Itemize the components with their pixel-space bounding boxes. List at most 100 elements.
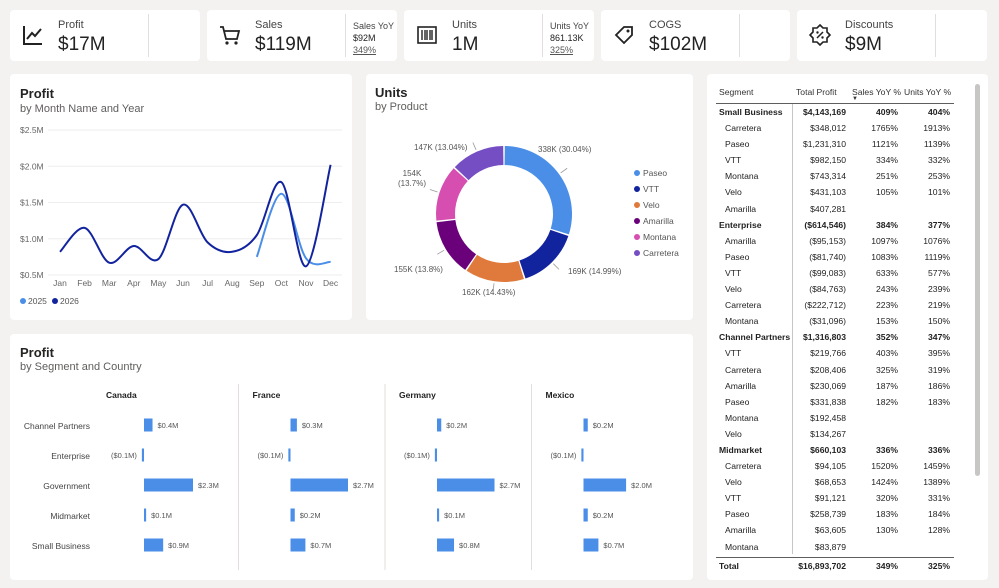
bar-France-Channel Partners[interactable] <box>290 418 297 432</box>
bar-Canada-Government[interactable] <box>144 478 193 492</box>
matrix-row[interactable]: Amarilla $230,069 187% 186% <box>716 378 954 394</box>
matrix-group-row[interactable]: Midmarket $660,103 336% 336% <box>716 442 954 458</box>
bar-Germany-Government[interactable] <box>437 478 495 492</box>
leader-line <box>492 283 495 292</box>
profit-bars-chart-card[interactable]: Profit by Segment and Country Channel Pa… <box>10 334 693 580</box>
matrix-row[interactable]: Paseo $1,231,310 1121% 1139% <box>716 136 954 152</box>
data-label: $0.7M <box>603 541 624 550</box>
bar-Canada-Midmarket[interactable] <box>144 508 147 522</box>
matrix-row[interactable]: Montana $83,879 <box>716 539 954 555</box>
matrix-row[interactable]: Amarilla $407,281 <box>716 201 954 217</box>
bar-Canada-Small Business[interactable] <box>144 538 164 552</box>
header-total-profit[interactable]: Total Profit <box>796 87 837 97</box>
data-label: $0.4M <box>158 421 179 430</box>
data-label: 169K (14.99%) <box>568 267 622 276</box>
matrix-row[interactable]: Velo $68,653 1424% 1389% <box>716 474 954 490</box>
bar-Germany-Small Business[interactable] <box>437 538 455 552</box>
row-segment: Velo <box>725 284 742 295</box>
matrix-row[interactable]: Velo $134,267 <box>716 426 954 442</box>
matrix-group-row[interactable]: Small Business $4,143,169 409% 404% <box>716 104 954 120</box>
matrix-body: Small Business $4,143,169 409% 404% Carreter… <box>716 104 954 555</box>
donut-slice-Montana[interactable] <box>436 168 468 221</box>
bar-Germany-Enterprise[interactable] <box>434 448 437 462</box>
matrix-scrollbar[interactable] <box>975 84 980 476</box>
matrix-row[interactable]: VTT $982,150 334% 332% <box>716 152 954 168</box>
kpi-card-units[interactable]: Units 1M Units YoY 861.13K 325% <box>404 10 594 61</box>
bar-Mexico-Channel Partners[interactable] <box>583 418 588 432</box>
profit-line-chart-card[interactable]: Profit by Month Name and Year $0.5M $1.0M… <box>10 74 352 320</box>
row-units-yoy: 319% <box>928 364 950 375</box>
units-donut-chart-card[interactable]: Units by Product 338K (30.04%) Paseo 169K … <box>366 74 693 320</box>
series-line-2026[interactable] <box>59 164 332 268</box>
matrix-row[interactable]: Montana ($31,096) 153% 150% <box>716 313 954 329</box>
matrix-row[interactable]: Amarilla ($95,153) 1097% 1076% <box>716 233 954 249</box>
donut-slice-Carretera[interactable] <box>454 146 504 181</box>
matrix-row[interactable]: Carretera ($222,712) 223% 219% <box>716 297 954 313</box>
kpi-value: $9M <box>845 34 882 55</box>
kpi-card-profit[interactable]: Profit $17M <box>10 10 200 61</box>
header-sales-yoy[interactable]: Sales YoY % <box>852 87 902 97</box>
donut-slice-Velo[interactable] <box>466 254 524 282</box>
row-sales-yoy: 1765% <box>871 123 898 134</box>
bar-France-Government[interactable] <box>290 478 349 492</box>
y-tick-label: $1.5M <box>20 198 44 208</box>
kpi-card-cogs[interactable]: COGS $102M <box>601 10 790 61</box>
data-label: $0.3M <box>302 421 323 430</box>
data-label: $0.7M <box>310 541 331 550</box>
header-segment[interactable]: Segment <box>719 87 754 97</box>
donut-slice-VTT[interactable] <box>519 229 569 279</box>
matrix-row[interactable]: VTT ($99,083) 633% 577% <box>716 265 954 281</box>
header-units-yoy[interactable]: Units YoY % <box>904 87 952 97</box>
matrix-row[interactable]: Amarilla $63,605 130% 128% <box>716 522 954 538</box>
donut-slice-Paseo[interactable] <box>504 146 572 235</box>
row-sales-yoy: 1121% <box>871 139 898 150</box>
chart-subtitle: by Product <box>375 101 428 113</box>
matrix-row[interactable]: Paseo ($81,740) 1083% 1119% <box>716 249 954 265</box>
bar-France-Enterprise[interactable] <box>288 448 291 462</box>
bar-Mexico-Enterprise[interactable] <box>581 448 584 462</box>
row-units-yoy: 239% <box>928 284 950 295</box>
bar-France-Midmarket[interactable] <box>290 508 295 522</box>
kpi-card-sales[interactable]: Sales $119M Sales YoY $92M 349% <box>207 10 397 61</box>
matrix-row[interactable]: Carretera $348,012 1765% 1913% <box>716 120 954 136</box>
matrix-row[interactable]: Paseo $258,739 183% 184% <box>716 506 954 522</box>
data-label: $2.0M <box>631 481 652 490</box>
matrix-row[interactable]: Paseo $331,838 182% 183% <box>716 394 954 410</box>
x-tick-label: Apr <box>127 278 140 288</box>
matrix-group-row[interactable]: Channel Partners $1,316,803 352% 347% <box>716 329 954 345</box>
sort-desc-icon: ▼ <box>852 96 858 102</box>
row-sales-yoy: 251% <box>876 171 898 182</box>
matrix-row[interactable]: Velo $431,103 105% 101% <box>716 184 954 200</box>
row-segment: Paseo <box>725 396 750 407</box>
segment-matrix-card[interactable] <box>707 74 988 580</box>
bar-Canada-Channel Partners[interactable] <box>144 418 153 432</box>
row-total-profit: $134,267 <box>810 428 846 439</box>
matrix-row[interactable]: Montana $192,458 <box>716 410 954 426</box>
bar-Germany-Midmarket[interactable] <box>437 508 440 522</box>
row-sales-yoy: 130% <box>876 525 898 536</box>
matrix-row[interactable]: Carretera $208,406 325% 319% <box>716 362 954 378</box>
legend-label: Amarilla <box>643 216 674 226</box>
bar-Mexico-Government[interactable] <box>583 478 627 492</box>
matrix-group-row[interactable]: Enterprise ($614,546) 384% 377% <box>716 217 954 233</box>
row-units-yoy: 183% <box>928 396 950 407</box>
kpi-card-discounts[interactable]: Discounts $9M <box>797 10 987 61</box>
matrix-row[interactable]: VTT $91,121 320% 331% <box>716 490 954 506</box>
matrix-row[interactable]: VTT $219,766 403% 395% <box>716 345 954 361</box>
bar-Germany-Channel Partners[interactable] <box>437 418 442 432</box>
bar-Mexico-Midmarket[interactable] <box>583 508 588 522</box>
matrix-row[interactable]: Carretera $94,105 1520% 1459% <box>716 458 954 474</box>
donut-slice-Amarilla[interactable] <box>436 219 477 270</box>
kpi-divider <box>542 14 543 57</box>
bar-Canada-Enterprise[interactable] <box>141 448 144 462</box>
data-label: 155K (13.8%) <box>394 265 443 274</box>
matrix-row[interactable]: Montana $743,314 251% 253% <box>716 168 954 184</box>
bar-Mexico-Small Business[interactable] <box>583 538 599 552</box>
row-total-profit: $348,012 <box>810 123 846 134</box>
row-segment: Montana <box>725 541 759 552</box>
matrix-row[interactable]: Velo ($84,763) 243% 239% <box>716 281 954 297</box>
bar-France-Small Business[interactable] <box>290 538 306 552</box>
data-label: 147K (13.04%) <box>414 143 468 152</box>
row-segment: Carretera <box>725 123 762 134</box>
row-segment: Paseo <box>725 251 750 262</box>
